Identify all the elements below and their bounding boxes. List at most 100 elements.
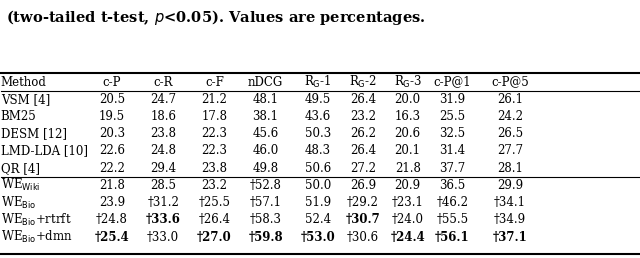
Text: 48.3: 48.3	[305, 144, 331, 157]
Text: 19.5: 19.5	[99, 110, 125, 123]
Text: 51.9: 51.9	[305, 196, 331, 209]
Text: VSM [4]: VSM [4]	[1, 93, 50, 106]
Text: †34.9: †34.9	[494, 213, 526, 226]
Text: 26.9: 26.9	[350, 179, 376, 192]
Text: 29.4: 29.4	[150, 162, 176, 175]
Text: 22.6: 22.6	[99, 144, 125, 157]
Text: 31.4: 31.4	[440, 144, 465, 157]
Text: 25.5: 25.5	[440, 110, 465, 123]
Text: 28.1: 28.1	[497, 162, 523, 175]
Text: 23.8: 23.8	[150, 127, 176, 140]
Text: †29.2: †29.2	[347, 196, 379, 209]
Text: 50.0: 50.0	[305, 179, 332, 192]
Text: 49.8: 49.8	[253, 162, 278, 175]
Text: 36.5: 36.5	[439, 179, 466, 192]
Text: 23.9: 23.9	[99, 196, 125, 209]
Text: 21.8: 21.8	[99, 179, 125, 192]
Text: 48.1: 48.1	[253, 93, 278, 106]
Text: 22.3: 22.3	[202, 127, 227, 140]
Text: 22.3: 22.3	[202, 144, 227, 157]
Text: †23.1: †23.1	[392, 196, 424, 209]
Text: 21.2: 21.2	[202, 93, 227, 106]
Text: DESM [12]: DESM [12]	[1, 127, 67, 140]
Text: †58.3: †58.3	[250, 213, 282, 226]
Text: Method: Method	[1, 76, 47, 88]
Text: †27.0: †27.0	[197, 230, 232, 244]
Text: †56.1: †56.1	[435, 230, 470, 244]
Text: 50.6: 50.6	[305, 162, 332, 175]
Text: 28.5: 28.5	[150, 179, 176, 192]
Text: c-F: c-F	[205, 76, 224, 88]
Text: 17.8: 17.8	[202, 110, 227, 123]
Text: 31.9: 31.9	[440, 93, 465, 106]
Text: BM25: BM25	[1, 110, 36, 123]
Text: 43.6: 43.6	[305, 110, 332, 123]
Text: †24.4: †24.4	[390, 230, 425, 244]
Text: 37.7: 37.7	[439, 162, 466, 175]
Text: †33.6: †33.6	[146, 213, 180, 226]
Text: 24.7: 24.7	[150, 93, 176, 106]
Text: 20.1: 20.1	[395, 144, 420, 157]
Text: 45.6: 45.6	[252, 127, 279, 140]
Text: c-P: c-P	[103, 76, 121, 88]
Text: 32.5: 32.5	[440, 127, 465, 140]
Text: R$_{\rm G}$-2: R$_{\rm G}$-2	[349, 74, 377, 90]
Text: WE$_{\rm Wiki}$: WE$_{\rm Wiki}$	[1, 177, 40, 194]
Text: 18.6: 18.6	[150, 110, 176, 123]
Text: 26.4: 26.4	[350, 144, 376, 157]
Text: 20.0: 20.0	[395, 93, 420, 106]
Text: nDCG: nDCG	[248, 76, 284, 88]
Text: †30.6: †30.6	[347, 230, 379, 244]
Text: 23.8: 23.8	[202, 162, 227, 175]
Text: 27.2: 27.2	[350, 162, 376, 175]
Text: 26.4: 26.4	[350, 93, 376, 106]
Text: 24.2: 24.2	[497, 110, 523, 123]
Text: 26.1: 26.1	[497, 93, 523, 106]
Text: 21.8: 21.8	[395, 162, 420, 175]
Text: †33.0: †33.0	[147, 230, 179, 244]
Text: QR [4]: QR [4]	[1, 162, 40, 175]
Text: †57.1: †57.1	[250, 196, 282, 209]
Text: WE$_{\rm Bio}$: WE$_{\rm Bio}$	[1, 195, 36, 211]
Text: †26.4: †26.4	[198, 213, 230, 226]
Text: †25.4: †25.4	[95, 230, 129, 244]
Text: †52.8: †52.8	[250, 179, 282, 192]
Text: 50.3: 50.3	[305, 127, 332, 140]
Text: LMD-LDA [10]: LMD-LDA [10]	[1, 144, 88, 157]
Text: 26.2: 26.2	[350, 127, 376, 140]
Text: 24.8: 24.8	[150, 144, 176, 157]
Text: †37.1: †37.1	[493, 230, 527, 244]
Text: 20.3: 20.3	[99, 127, 125, 140]
Text: 46.0: 46.0	[252, 144, 279, 157]
Text: c-P@5: c-P@5	[492, 76, 529, 88]
Text: c-P@1: c-P@1	[434, 76, 471, 88]
Text: †46.2: †46.2	[436, 196, 468, 209]
Text: R$_{\rm G}$-3: R$_{\rm G}$-3	[394, 74, 422, 90]
Text: 52.4: 52.4	[305, 213, 331, 226]
Text: 29.9: 29.9	[497, 179, 523, 192]
Text: c-R: c-R	[154, 76, 173, 88]
Text: 22.2: 22.2	[99, 162, 125, 175]
Text: 27.7: 27.7	[497, 144, 523, 157]
Text: †59.8: †59.8	[248, 230, 283, 244]
Text: 20.5: 20.5	[99, 93, 125, 106]
Text: WE$_{\rm Bio}$+rtrft: WE$_{\rm Bio}$+rtrft	[1, 212, 72, 228]
Text: R$_{\rm G}$-1: R$_{\rm G}$-1	[305, 74, 332, 90]
Text: 38.1: 38.1	[253, 110, 278, 123]
Text: †24.0: †24.0	[392, 213, 424, 226]
Text: †24.8: †24.8	[96, 213, 128, 226]
Text: 26.5: 26.5	[497, 127, 523, 140]
Text: 16.3: 16.3	[395, 110, 420, 123]
Text: 23.2: 23.2	[350, 110, 376, 123]
Text: 23.2: 23.2	[202, 179, 227, 192]
Text: †55.5: †55.5	[436, 213, 468, 226]
Text: 20.9: 20.9	[395, 179, 420, 192]
Text: †30.7: †30.7	[346, 213, 380, 226]
Text: †53.0: †53.0	[301, 230, 335, 244]
Text: †25.5: †25.5	[198, 196, 230, 209]
Text: WE$_{\rm Bio}$+dmn: WE$_{\rm Bio}$+dmn	[1, 229, 72, 245]
Text: †31.2: †31.2	[147, 196, 179, 209]
Text: (two-tailed t-test, $p$<0.05). Values are percentages.: (two-tailed t-test, $p$<0.05). Values ar…	[6, 8, 426, 27]
Text: 20.6: 20.6	[395, 127, 420, 140]
Text: †34.1: †34.1	[494, 196, 526, 209]
